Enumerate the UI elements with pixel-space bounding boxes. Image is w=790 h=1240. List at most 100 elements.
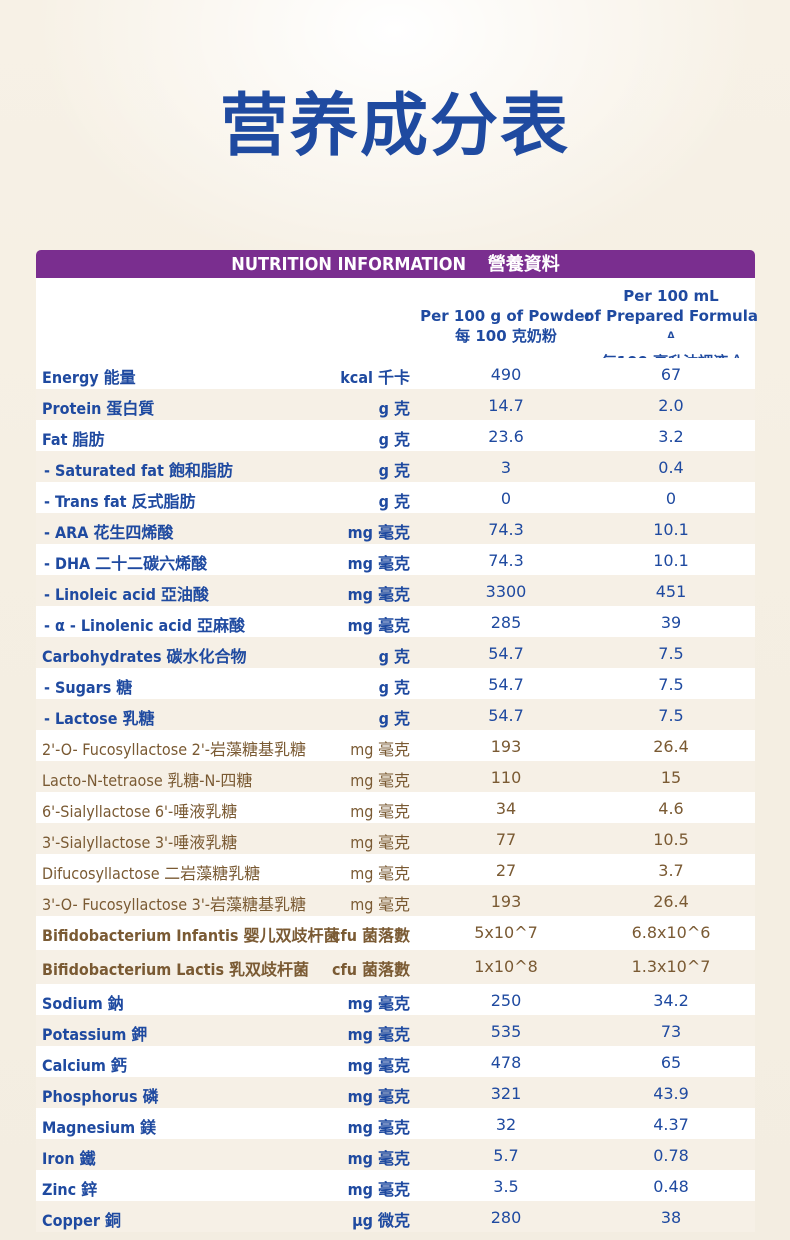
nutrient-name: 3'-Sialyllactose 3'-唾液乳糖 [42,833,238,852]
value-per-100ml-formula: 10.1 [653,551,689,570]
value-per-100ml-formula: 0.4 [658,458,684,477]
nutrient-unit: mg 毫克 [347,523,410,542]
value-per-100g-powder: 5.7 [493,1146,519,1165]
value-per-100g-powder: 77 [495,830,517,849]
value-per-100ml-formula: 0 [665,489,677,508]
value-per-100g-powder: 490 [490,365,522,384]
table-row: Potassium 鉀 mg 毫克 535 73 [36,1015,755,1046]
value-per-100ml-formula: 0.48 [653,1177,689,1196]
column-headers: Per 100 g of Powder 每 100 克奶粉 Per 100 mL… [36,278,758,371]
nutrient-name: Sodium 鈉 [42,994,124,1013]
table-row: 3'-O- Fucosyllactose 3'-岩藻糖基乳糖 mg 毫克 193 26… [36,885,755,916]
value-per-100ml-formula: 3.2 [658,427,684,446]
nutrient-unit: mg 毫克 [347,585,410,604]
value-per-100g-powder: 34 [495,799,517,818]
nutrient-unit: g 克 [378,399,410,418]
nutrient-name: Bifidobacterium Infantis 婴儿双歧杆菌 [42,926,340,945]
column-header-formula-line2: of Prepared Formula Δ [584,307,758,341]
column-header-powder: Per 100 g of Powder 每 100 克奶粉 [416,306,596,346]
nutrient-name: Phosphorus 磷 [42,1087,159,1106]
table-row: - Linoleic acid 亞油酸 mg 毫克 3300 451 [36,575,755,606]
value-per-100g-powder: 23.6 [488,427,524,446]
table-row: - Saturated fat 飽和脂肪 g 克 3 0.4 [36,451,755,482]
nutrient-unit: kcal 千卡 [340,368,410,387]
value-per-100ml-formula: 0.78 [653,1146,689,1165]
value-per-100ml-formula: 7.5 [658,706,684,725]
table-row: - Lactose 乳糖 g 克 54.7 7.5 [36,699,755,730]
nutrient-unit: mg 毫克 [350,802,410,821]
nutrient-unit: g 克 [378,430,410,449]
table-row: Iron 鐵 mg 毫克 5.7 0.78 [36,1139,755,1170]
nutrient-unit: mg 毫克 [347,554,410,573]
nutrient-unit: g 克 [378,461,410,480]
value-per-100ml-formula: 10.5 [653,830,689,849]
value-per-100g-powder: 280 [490,1208,522,1227]
value-per-100ml-formula: 7.5 [658,644,684,663]
value-per-100ml-formula: 1.3x10^7 [631,957,711,976]
nutrient-unit: mg 毫克 [350,895,410,914]
table-row: Lacto-N-tetraose 乳糖-N-四糖 mg 毫克 110 15 [36,761,755,792]
table-row: 2'-O- Fucosyllactose 2'-岩藻糖基乳糖 mg 毫克 193 26… [36,730,755,761]
value-per-100g-powder: 1x10^8 [474,957,538,976]
column-header-powder-zh: 每 100 克奶粉 [455,327,557,345]
table-row: Energy 能量 kcal 千卡 490 67 [36,358,755,389]
nutrient-unit: g 克 [378,709,410,728]
value-per-100g-powder: 3300 [485,582,527,601]
nutrient-name: Fat 脂肪 [42,430,105,449]
value-per-100ml-formula: 10.1 [653,520,689,539]
nutrient-name: 3'-O- Fucosyllactose 3'-岩藻糖基乳糖 [42,895,306,914]
nutrient-name: 6'-Sialyllactose 6'-唾液乳糖 [42,802,238,821]
table-row: Magnesium 鎂 mg 毫克 32 4.37 [36,1108,755,1139]
value-per-100ml-formula: 2.0 [658,396,684,415]
table-row: - Trans fat 反式脂肪 g 克 0 0 [36,482,755,513]
nutrient-name: Protein 蛋白質 [42,399,155,418]
table-row: Difucosyllactose 二岩藻糖乳糖 mg 毫克 27 3.7 [36,854,755,885]
table-row: - DHA 二十二碳六烯酸 mg 毫克 74.3 10.1 [36,544,755,575]
nutrient-unit: g 克 [378,647,410,666]
value-per-100g-powder: 535 [490,1022,522,1041]
nutrient-name: - Linoleic acid 亞油酸 [44,585,209,604]
nutrient-name: - Saturated fat 飽和脂肪 [44,461,233,480]
nutrient-name: Potassium 鉀 [42,1025,148,1044]
table-row: - Sugars 糖 g 克 54.7 7.5 [36,668,755,699]
nutrient-unit: mg 毫克 [347,994,410,1013]
value-per-100g-powder: 5x10^7 [474,923,538,942]
nutrient-name: - ARA 花生四烯酸 [44,523,174,542]
value-per-100g-powder: 32 [495,1115,517,1134]
nutrient-name: - Trans fat 反式脂肪 [44,492,196,511]
value-per-100g-powder: 74.3 [488,551,524,570]
table-row: - α - Linolenic acid 亞麻酸 mg 毫克 285 39 [36,606,755,637]
value-per-100ml-formula: 6.8x10^6 [631,923,711,942]
value-per-100g-powder: 250 [490,991,522,1010]
value-per-100g-powder: 321 [490,1084,522,1103]
table-row: Carbohydrates 碳水化合物 g 克 54.7 7.5 [36,637,755,668]
nutrient-unit: mg 毫克 [347,1025,410,1044]
nutrient-unit: mg 毫克 [347,1180,410,1199]
value-per-100g-powder: 14.7 [488,396,524,415]
nutrient-name: Energy 能量 [42,368,136,387]
delta-mark: Δ [667,331,675,341]
column-header-formula-line1: Per 100 mL [623,287,719,305]
page-title: 营养成分表 [219,87,570,166]
nutrient-unit: mg 毫克 [350,864,410,883]
nutrient-name: Copper 銅 [42,1211,121,1230]
value-per-100g-powder: 54.7 [488,706,524,725]
value-per-100g-powder: 478 [490,1053,522,1072]
table-header: NUTRITION INFORMATION 營養資料 [36,250,755,278]
value-per-100g-powder: 74.3 [488,520,524,539]
value-per-100ml-formula: 3.7 [658,861,684,880]
nutrient-name: Iron 鐵 [42,1149,96,1168]
nutrient-unit: g 克 [378,492,410,511]
value-per-100g-powder: 110 [490,768,522,787]
nutrient-unit: cfu 菌落數 [331,960,410,979]
nutrient-unit: mg 毫克 [350,771,410,790]
nutrient-name: 2'-O- Fucosyllactose 2'-岩藻糖基乳糖 [42,740,306,759]
nutrient-name: - Sugars 糖 [44,678,133,697]
value-per-100ml-formula: 65 [660,1053,682,1072]
nutrient-name: - Lactose 乳糖 [44,709,155,728]
table-row: Fat 脂肪 g 克 23.6 3.2 [36,420,755,451]
nutrient-unit: mg 毫克 [347,1056,410,1075]
nutrient-name: - α - Linolenic acid 亞麻酸 [44,616,246,635]
table-row: Zinc 鋅 mg 毫克 3.5 0.48 [36,1170,755,1201]
